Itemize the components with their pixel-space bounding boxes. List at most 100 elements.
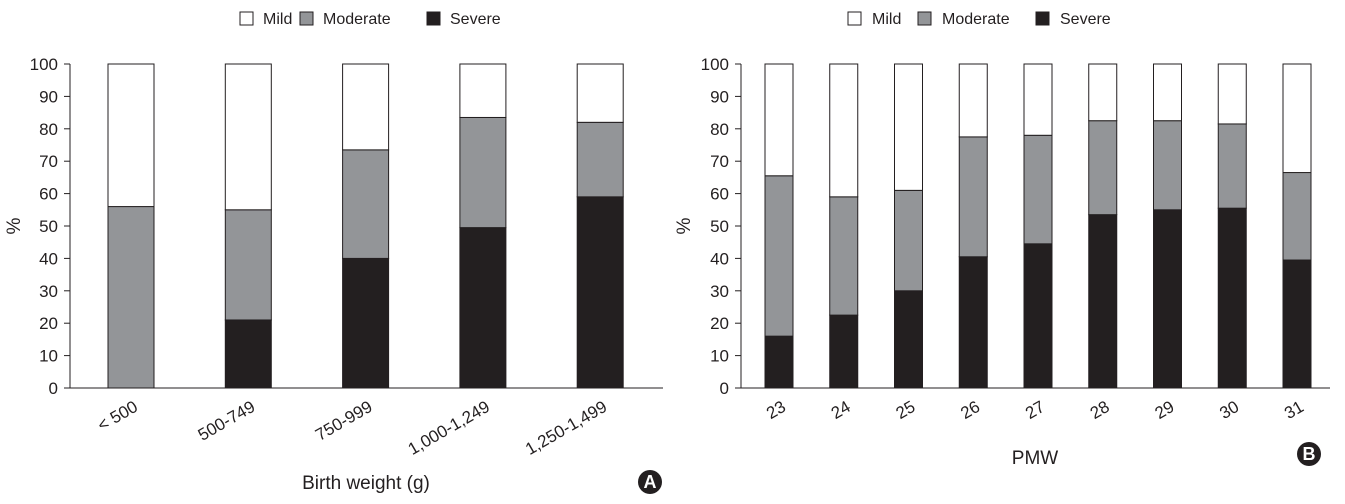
bar-segment-moderate-4 [576,121,624,198]
y-tick-label: 0 [49,379,58,398]
bars [107,63,624,389]
bar-segment-mild-1 [829,63,859,198]
legend-label-severe: Severe [1060,11,1111,28]
legend-swatch-mild [239,11,254,26]
y-tick-label: 60 [710,185,729,204]
bar-segment-mild-7 [1217,63,1247,125]
x-tick-label: 28 [1087,397,1113,423]
panel-badge: B [1297,442,1321,466]
x-tick-label: 25 [893,397,919,423]
y-ticks: 0 10 20 30 40 50 60 70 80 90 100 [701,55,741,398]
x-tick-label: 1,250-1,499 [522,397,610,459]
y-ticks: 0 10 20 30 40 50 60 70 80 90 100 [30,55,70,398]
legend-swatch-severe [426,11,441,26]
y-axis-title: % [674,217,695,234]
y-tick-label: 50 [39,217,58,236]
y-tick-label: 100 [701,55,729,74]
bar-segment-severe-4 [576,196,624,389]
panel-badge-circle [638,470,662,494]
bar-segment-moderate-4 [1023,134,1053,245]
bar-segment-severe-2 [342,257,390,389]
bar-segment-severe-3 [958,256,988,389]
panel-badge-label: A [644,472,657,492]
bar-segment-moderate-2 [342,149,390,259]
bar-segment-moderate-8 [1282,172,1312,261]
y-tick-label: 40 [710,249,729,268]
bar-segment-moderate-3 [459,116,507,229]
bar-segment-moderate-0 [107,206,155,389]
bar-segment-severe-2 [894,290,923,389]
y-tick-label: 100 [30,55,58,74]
chart-panel-a: Mild Moderate Severe 0 10 20 30 40 50 60 70 80 90 100… [4,11,663,494]
legend: Mild Moderate Severe [847,11,1111,28]
legend-swatch-moderate [917,11,932,26]
y-tick-label: 20 [39,314,58,333]
legend-swatch-severe [1035,11,1050,26]
bar-segment-moderate-1 [829,196,859,316]
y-tick-label: 50 [710,217,729,236]
bar-segment-severe-0 [764,335,794,389]
y-tick-label: 40 [39,249,58,268]
y-tick-label: 0 [720,379,729,398]
legend-label-severe: Severe [450,11,501,28]
bar-segment-severe-8 [1282,259,1312,389]
y-tick-label: 10 [710,347,729,366]
bar-segment-moderate-5 [1088,120,1118,216]
bars [764,63,1312,389]
legend: Mild Moderate Severe [239,11,501,28]
chart-panel-b: Mild Moderate Severe 0 10 20 30 40 50 60 70 80 90 100… [674,11,1330,469]
y-tick-label: 90 [39,87,58,106]
bar-segment-severe-4 [1023,243,1053,389]
bar-segment-severe-6 [1153,209,1182,389]
bar-segment-mild-4 [1023,63,1053,136]
bar-segment-moderate-7 [1217,123,1247,209]
bar-segment-moderate-3 [958,136,988,258]
x-tick-label: 30 [1216,397,1242,423]
x-tick-label: 24 [828,397,854,423]
bar-segment-severe-5 [1088,214,1118,389]
legend-swatch-moderate [299,11,314,26]
bar-segment-mild-8 [1282,63,1312,174]
legend-label-mild: Mild [263,11,292,28]
bar-segment-severe-7 [1217,207,1247,389]
bar-segment-severe-1 [829,314,859,389]
y-tick-label: 90 [710,87,729,106]
y-tick-label: 70 [710,152,729,171]
panel-badge: A [638,470,662,494]
x-tick-label: 500-749 [195,397,259,445]
bar-segment-severe-3 [459,227,507,389]
x-tick-label: 23 [763,397,789,423]
y-tick-label: 70 [39,152,58,171]
bar-segment-mild-0 [107,63,155,208]
panel-badge-label: B [1303,444,1316,464]
x-tick-label: < 500 [94,397,141,435]
y-tick-label: 20 [710,314,729,333]
bar-segment-moderate-2 [894,189,923,292]
y-tick-label: 60 [39,185,58,204]
x-tick-label: 27 [1022,397,1048,423]
x-ticks: 23 24 25 26 27 28 29 30 31 [763,397,1307,423]
legend-swatch-mild [847,11,862,26]
bar-segment-mild-2 [342,63,390,151]
bar-segment-mild-6 [1153,63,1182,122]
bar-segment-moderate-1 [224,209,272,321]
x-tick-label: 1,000-1,249 [405,397,493,459]
bar-segment-mild-4 [576,63,624,123]
y-tick-label: 80 [39,120,58,139]
y-tick-label: 30 [39,282,58,301]
x-tick-label: 29 [1152,397,1178,423]
bar-segment-moderate-6 [1153,120,1182,211]
bar-segment-mild-0 [764,63,794,177]
x-tick-label: 26 [957,397,983,423]
x-axis-title: PMW [1012,448,1059,469]
legend-label-moderate: Moderate [323,11,391,28]
legend-label-moderate: Moderate [942,11,1010,28]
x-axis-title: Birth weight (g) [302,473,430,494]
bar-segment-moderate-0 [764,175,794,337]
panel-badge-circle [1297,442,1321,466]
y-tick-label: 80 [710,120,729,139]
x-ticks: < 500 500-749 750-999 1,000-1,249 1,250-1,49… [94,397,610,459]
y-tick-label: 10 [39,347,58,366]
